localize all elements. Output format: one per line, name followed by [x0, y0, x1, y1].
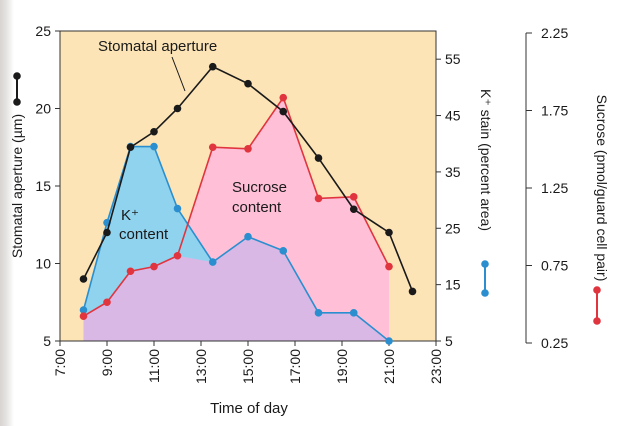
left-axis-label: Stomatal aperture (µm): [9, 114, 25, 258]
k-annotation-line-1: K⁺: [121, 207, 139, 224]
data-point-stomatal-aperture: [385, 228, 393, 237]
data-point-k-content: [385, 337, 393, 345]
data-point-sucrose-content: [385, 262, 393, 271]
x-tick-label: 17:00: [287, 349, 303, 384]
right-tick-label: 0.25: [541, 335, 568, 351]
middle-tick-label: 15: [445, 277, 461, 293]
middle-tick-label: 25: [445, 220, 461, 236]
data-point-k-content: [314, 309, 323, 317]
middle-axis-label: K⁺ stain (percent area): [478, 89, 494, 231]
x-tick-label: 11:00: [146, 349, 162, 383]
right-axis-legend-marker: [593, 286, 601, 325]
data-point-stomatal-aperture: [150, 127, 158, 136]
data-point-sucrose-content: [279, 93, 288, 102]
middle-axis-legend-marker: [481, 260, 489, 297]
annotation-sucrose-content: Sucrose content: [232, 179, 291, 216]
data-point-stomatal-aperture: [314, 154, 323, 162]
x-tick-label: 19:00: [334, 349, 350, 384]
right-tick-label: 1.25: [541, 180, 568, 196]
data-point-sucrose-content: [173, 251, 182, 260]
data-point-k-content: [349, 309, 358, 317]
left-tick-label: 25: [35, 23, 51, 39]
middle-tick-label: 55: [445, 51, 461, 67]
annotation-k-content: K⁺ content: [119, 207, 169, 243]
annotation-leader-line: [171, 56, 186, 92]
right-tick-label: 0.75: [541, 258, 568, 274]
data-point-stomatal-aperture: [173, 104, 182, 113]
left-y-axis: 5 10 15 20 25: [35, 23, 60, 349]
right-tick-label: 1.75: [541, 103, 568, 119]
series-sucrose-content: [79, 93, 393, 321]
k-annotation-line-2: content: [119, 226, 169, 243]
x-tick-label: 23:00: [428, 349, 444, 384]
data-point-k-content: [244, 232, 252, 241]
middle-tick-label: 45: [445, 108, 461, 124]
sucrose-annotation-line-1: Sucrose: [232, 179, 287, 196]
data-point-stomatal-aperture: [103, 228, 111, 237]
annotation-stomatal-aperture: Stomatal aperture: [98, 38, 217, 55]
middle-y-axis: 5 15 25 35 45 55: [436, 51, 461, 349]
series-layer: [79, 62, 417, 345]
data-point-stomatal-aperture: [126, 143, 135, 152]
right-y-axis: 0.25 0.75 1.25 1.75 2.25: [525, 25, 568, 351]
data-point-k-content: [173, 204, 182, 213]
x-tick-label: 9:00: [99, 349, 115, 376]
data-point-sucrose-content: [79, 312, 88, 321]
series-stomatal-aperture: [79, 62, 417, 296]
x-axis-label: Time of day: [210, 400, 288, 417]
data-point-stomatal-aperture: [408, 287, 417, 296]
x-tick-label: 13:00: [193, 349, 209, 384]
x-axis: 7:00 9:00 11:00 13:00 15:00 17:00 19:00 21:00 23…: [52, 341, 444, 384]
data-point-sucrose-content: [150, 262, 158, 271]
middle-tick-label: 5: [445, 333, 453, 349]
left-axis-legend-marker: [13, 72, 21, 106]
right-tick-label: 2.25: [541, 25, 568, 41]
middle-tick-label: 35: [445, 164, 461, 180]
data-point-sucrose-content: [208, 143, 217, 152]
left-tick-label: 5: [43, 333, 51, 349]
data-point-stomatal-aperture: [244, 79, 252, 88]
data-point-sucrose-content: [314, 194, 323, 203]
data-point-k-content: [208, 258, 217, 266]
data-point-sucrose-content: [126, 267, 135, 276]
overlap-area: [83, 236, 389, 341]
data-point-stomatal-aperture: [79, 275, 88, 283]
data-point-stomatal-aperture: [208, 62, 217, 71]
left-tick-label: 20: [35, 101, 51, 117]
data-point-sucrose-content: [244, 145, 252, 153]
x-tick-label: 21:00: [381, 349, 397, 384]
x-tick-label: 15:00: [240, 349, 256, 384]
left-tick-label: 10: [35, 256, 51, 272]
series-line-stomatal-aperture: [82, 65, 414, 292]
data-point-stomatal-aperture: [279, 107, 288, 116]
data-point-sucrose-content: [103, 298, 111, 307]
data-point-k-content: [279, 247, 288, 255]
left-tick-label: 15: [35, 178, 51, 194]
data-point-k-content: [79, 306, 88, 314]
data-point-sucrose-content: [349, 193, 358, 201]
data-point-k-content: [150, 142, 158, 151]
sucrose-annotation-line-2: content: [232, 199, 282, 216]
x-tick-label: 7:00: [52, 349, 68, 376]
right-axis-label: Sucrose (pmol/guard cell pair): [594, 95, 610, 282]
data-point-stomatal-aperture: [349, 205, 358, 214]
